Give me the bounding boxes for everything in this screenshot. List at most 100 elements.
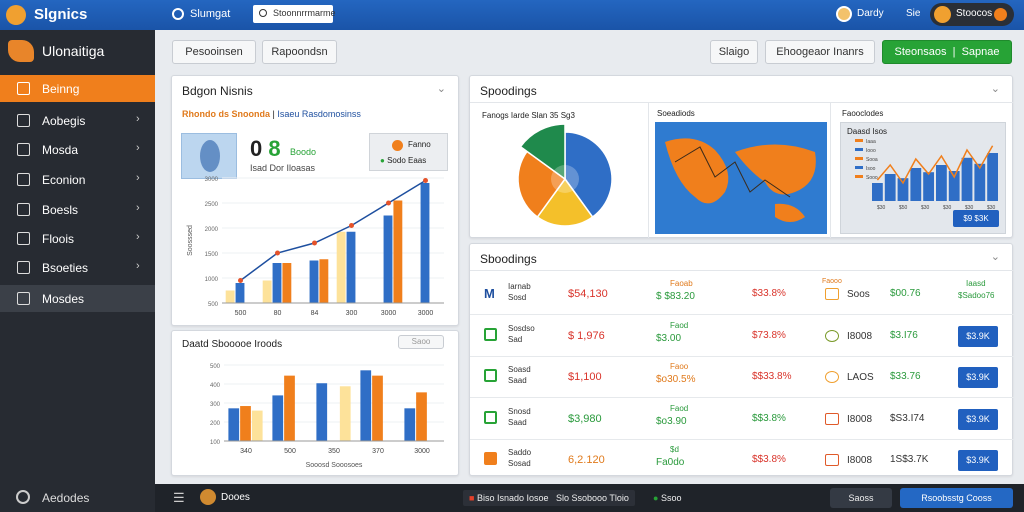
nav-item[interactable]: Bsoeties › <box>0 254 155 281</box>
bar <box>383 215 393 303</box>
sidebar-footer[interactable]: Aedodes <box>42 491 90 505</box>
chip[interactable]: ■ Biso Isnado Iosoe <box>463 490 555 506</box>
bar <box>923 172 934 201</box>
nav-item[interactable]: Mosdes <box>0 285 155 312</box>
nav-item[interactable]: Floois › <box>0 225 155 252</box>
nav-item[interactable]: Econion › <box>0 166 155 193</box>
table-row: Sosdso Sad $ 1,976 Faod $3.00 $73.8% I8008 $3.I… <box>470 316 1014 357</box>
sidebar: Ulonaitiga Aedodes Beinng Aobegis › Mosda › E… <box>0 30 155 512</box>
row-tag: LAOS <box>847 372 874 383</box>
chevron[interactable]: ⌄ <box>990 83 1000 95</box>
nav-caret: › <box>136 142 140 154</box>
bar <box>316 383 328 441</box>
row-name: Iarnab <box>508 282 531 291</box>
app-name[interactable]: Slumgat <box>190 8 231 20</box>
row-rate: $$33.8% <box>752 371 792 382</box>
nav-item[interactable]: Boesls › <box>0 196 155 223</box>
trend-button[interactable]: $9 $3K <box>953 210 999 227</box>
x-tick-label: 350 <box>328 448 340 455</box>
table-row: Snosd Saad $3,980 Faod $o3.90 $$3.8% I8008 $S3.… <box>470 399 1014 440</box>
x-tick-label: 80 <box>274 310 282 317</box>
chip[interactable]: ● Ssoo <box>653 493 682 503</box>
row-name: Saad <box>508 417 527 427</box>
sidebar-brand: Ulonaitiga <box>42 43 105 59</box>
row-name: Sosad <box>508 459 531 468</box>
nav-item[interactable]: Mosda › <box>0 136 155 163</box>
legend-label: Sooo <box>866 175 878 181</box>
menu-icon[interactable]: ☰ <box>173 490 185 505</box>
y-tick-label: 3000 <box>205 177 219 183</box>
pie-slice <box>536 177 594 227</box>
bar <box>235 283 245 303</box>
bar <box>948 171 960 201</box>
panel-title: Daatd Sbooooe Iroods <box>182 339 283 350</box>
row-button[interactable]: $3.9K <box>958 408 998 430</box>
chevron[interactable]: ⌄ <box>436 83 446 95</box>
row-change: $3.00 <box>656 332 682 344</box>
row-button[interactable]: $3.9K <box>958 325 998 347</box>
search-box[interactable]: Stoonnrrmarme <box>253 5 336 23</box>
legend-label: Iooo <box>866 148 876 154</box>
toolbar-button[interactable]: Ehoogeaor Inanrs <box>765 40 875 64</box>
toolbar-button[interactable]: Rapoondsn <box>262 40 337 64</box>
footer-button[interactable]: Saoss <box>830 488 892 508</box>
bar <box>272 395 284 441</box>
table-panel: Sboodings ⌄ M Iarnab Sosd $54,130 Faoab $ $83… <box>469 243 1014 476</box>
sales-panel: Bdgon Nisnis ⌄ Rhondo ds Snoonda | Isaeu… <box>171 75 459 326</box>
row-button[interactable]: $3.9K <box>958 450 998 471</box>
row-tag-icon <box>825 412 839 425</box>
panel-title: Bdgon Nisnis <box>182 84 253 98</box>
chip[interactable]: Slo Ssobooo Tloio <box>550 490 635 506</box>
bar <box>872 183 883 201</box>
subtitle-b: Isaeu Rasdomosinss <box>277 109 361 119</box>
row-amount: $1,100 <box>568 371 602 383</box>
toolbar-button[interactable]: Pesooinsen <box>172 40 256 64</box>
row-change: Fa0do <box>656 457 685 468</box>
bar <box>262 280 272 303</box>
x-tick-label: 500 <box>235 310 247 317</box>
primary-button[interactable]: Steonsaos | Sapnae <box>882 40 1012 64</box>
row-rate: $$3.8% <box>752 412 786 424</box>
row-name: Saad <box>508 376 527 385</box>
y-tick-label: 1000 <box>205 277 219 283</box>
nav-label: Mosdes <box>42 292 85 306</box>
x-tick-label: $30 <box>943 205 952 211</box>
nav-label: Beinng <box>42 82 80 96</box>
legend-swatch <box>855 139 863 142</box>
row-tag: I8008 <box>847 413 873 425</box>
primary-label: Sapnae <box>961 46 1000 58</box>
toolbar-button[interactable]: Slaigo <box>710 40 758 64</box>
row-action: $Sadoo76 <box>958 291 995 300</box>
nav-item[interactable]: Aobegis › <box>0 107 155 134</box>
x-tick-label: $30 <box>965 205 974 211</box>
row-change-label: Faod <box>670 320 689 330</box>
search-text: Stoonnrrmarme <box>273 8 336 18</box>
bar <box>319 259 329 303</box>
top-bar: Slgnics Slumgat Stoonnrrmarme Dardy Sie … <box>0 0 1024 30</box>
user-name[interactable]: Dardy <box>857 8 884 19</box>
panel-button[interactable]: Saoo <box>398 335 444 349</box>
map <box>655 122 827 234</box>
bar <box>416 392 427 441</box>
trend-title: Faooclodes <box>842 109 884 118</box>
subtitle-a: Rhondo ds Snoonda <box>182 109 270 119</box>
bar <box>910 168 922 201</box>
row-button[interactable]: $3.9K <box>958 367 998 388</box>
image-thumb <box>181 133 237 179</box>
row-total: $33.76 <box>890 371 921 382</box>
footer-button[interactable]: Rsoobsstg Cooss <box>900 488 1013 508</box>
nav-item[interactable]: Beinng <box>0 75 155 102</box>
sales-chart: 500 1000 1500 2000 2500 3000 Soosssed 500 80 84 30… <box>187 177 444 317</box>
compare-panel: Daatd Sbooooe Iroods Saoo 100 200 300 400 50… <box>171 330 459 476</box>
row-total: $3.I76 <box>890 329 918 341</box>
line-point <box>386 200 391 206</box>
bar <box>272 263 282 303</box>
lang[interactable]: Sie <box>906 8 921 19</box>
pie-slice <box>564 131 613 219</box>
account-pill[interactable]: Stoocos <box>930 3 1014 26</box>
chevron[interactable]: ⌄ <box>990 251 1000 263</box>
chip-text: Ssoo <box>660 493 682 503</box>
row-name: Sosd <box>508 293 527 302</box>
x-tick-label: $30 <box>877 205 886 211</box>
bar <box>404 408 416 441</box>
